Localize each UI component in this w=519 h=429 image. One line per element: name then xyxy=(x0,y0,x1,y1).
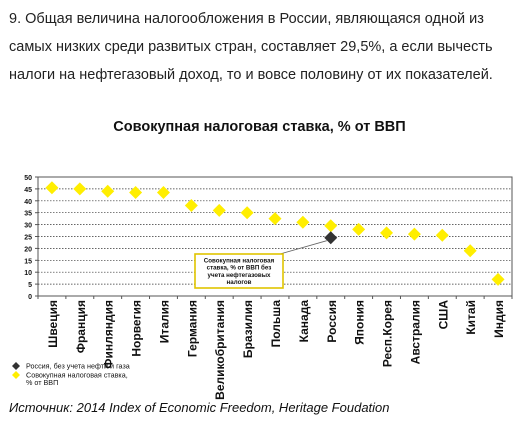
data-point xyxy=(407,227,421,241)
x-tick-label: Швеция xyxy=(46,300,60,348)
x-tick-label: Китай xyxy=(464,300,478,335)
x-tick-label: Япония xyxy=(353,300,367,345)
data-point xyxy=(435,228,449,242)
data-point xyxy=(73,182,87,196)
data-point xyxy=(491,272,505,286)
x-tick-label: Респ.Корея xyxy=(381,300,395,367)
y-tick-label: 10 xyxy=(24,270,32,277)
x-tick-label: Италия xyxy=(157,300,171,343)
y-tick-label: 0 xyxy=(28,294,32,301)
annotation-text: ставка, % от ВВП без xyxy=(207,265,272,272)
legend-marker xyxy=(12,362,20,370)
data-point xyxy=(45,181,59,195)
x-tick-label: Финляндия xyxy=(102,300,116,369)
y-tick-label: 30 xyxy=(24,223,32,230)
data-point xyxy=(212,203,226,217)
x-tick-label: Польша xyxy=(269,300,283,348)
legend-label: Совокупная налоговая ставка, xyxy=(26,371,128,380)
data-point-russia-ex-oil xyxy=(324,231,338,245)
data-point xyxy=(156,185,170,199)
x-tick-label: Великобритания xyxy=(213,300,227,400)
annotation-text: учета нефтегазовых xyxy=(208,272,271,279)
annotation-text: налогов xyxy=(227,279,252,286)
legend-label: Россия, без учета нефти и газа xyxy=(26,362,130,371)
x-tick-label: Канада xyxy=(297,300,311,343)
y-tick-label: 20 xyxy=(24,246,32,253)
y-tick-label: 40 xyxy=(24,199,32,206)
data-point xyxy=(184,199,198,213)
source-note: Источник: 2014 Index of Economic Freedom… xyxy=(9,400,390,415)
x-tick-label: США xyxy=(436,300,450,330)
y-tick-label: 5 xyxy=(28,282,32,289)
data-point xyxy=(296,215,310,229)
data-point xyxy=(324,219,338,233)
legend-marker xyxy=(12,371,20,379)
y-tick-label: 15 xyxy=(24,258,32,265)
data-point xyxy=(268,212,282,226)
x-tick-label: Индия xyxy=(492,300,506,338)
x-tick-label: Россия xyxy=(325,300,339,343)
data-point xyxy=(352,222,366,236)
x-tick-label: Германия xyxy=(185,300,199,357)
data-point xyxy=(463,244,477,258)
y-tick-label: 35 xyxy=(24,211,32,218)
y-tick-label: 45 xyxy=(24,187,32,194)
x-tick-label: Норвегия xyxy=(130,300,144,357)
data-point xyxy=(101,184,115,198)
intro-paragraph: 9. Общая величина налогообложения в Росс… xyxy=(9,11,493,83)
annotation-box xyxy=(194,253,284,289)
x-tick-label: Бразилия xyxy=(241,300,255,358)
chart-title: Совокупная налоговая ставка, % от ВВП xyxy=(113,119,406,135)
y-tick-label: 25 xyxy=(24,235,32,242)
data-point xyxy=(240,206,254,220)
data-point xyxy=(380,226,394,240)
data-point xyxy=(129,185,143,199)
annotation-text: Совокупная налоговая xyxy=(204,258,275,265)
x-tick-label: Франция xyxy=(74,300,88,353)
legend-label: % от ВВП xyxy=(26,378,58,387)
x-tick-label: Австралия xyxy=(408,300,422,364)
y-tick-label: 50 xyxy=(24,175,32,182)
